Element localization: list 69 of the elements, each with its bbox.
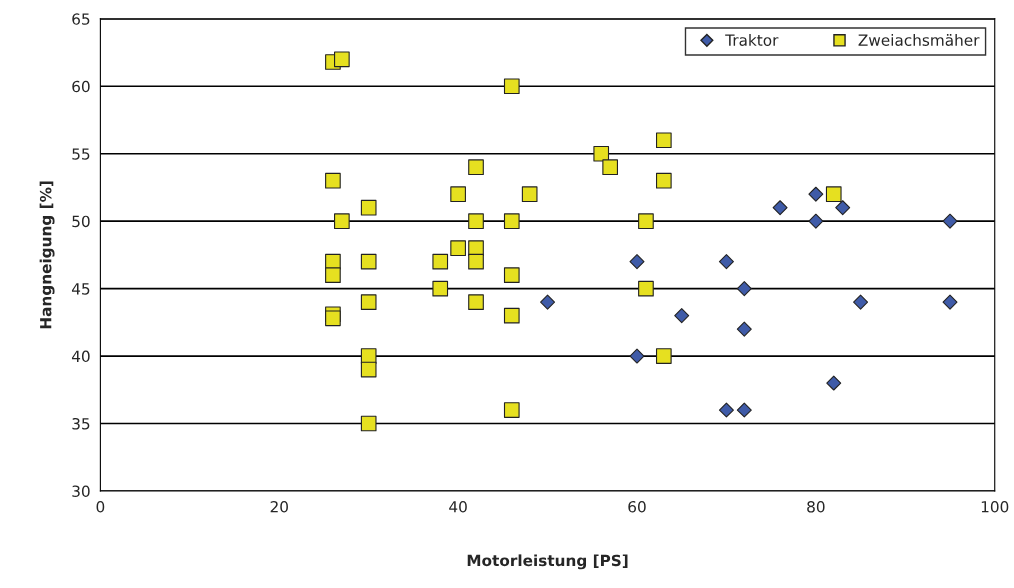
point: [942, 294, 958, 310]
point: [655, 132, 672, 149]
x-tick-label: 40: [449, 500, 467, 513]
y-tick-label: 30: [72, 485, 90, 497]
point: [360, 348, 377, 364]
legend-label: Traktor: [725, 34, 779, 46]
point: [602, 159, 619, 176]
point: [521, 186, 538, 203]
point: [540, 294, 556, 310]
point: [736, 281, 752, 297]
y-tick-label: 45: [71, 283, 90, 295]
y-tick-label: 40: [71, 350, 90, 363]
point: [325, 267, 341, 283]
point: [718, 254, 734, 270]
point: [638, 213, 654, 230]
point: [334, 51, 350, 68]
legend-label: Zweiachsmäher: [858, 34, 980, 46]
point: [638, 280, 654, 297]
y-axis-title: Hangneigung [%]: [39, 181, 55, 329]
point: [629, 348, 645, 364]
point: [736, 402, 752, 418]
point: [655, 348, 672, 364]
point: [360, 253, 377, 270]
x-tick-label: 100: [981, 500, 1009, 513]
point: [468, 159, 484, 176]
point: [835, 200, 851, 216]
point: [629, 254, 645, 270]
x-tick-label: 0: [96, 500, 105, 513]
y-tick-label: 65: [72, 13, 90, 25]
point: [334, 213, 350, 230]
point: [674, 308, 690, 324]
point: [503, 402, 520, 418]
point: [503, 78, 520, 95]
y-tick-label: 35: [72, 417, 90, 430]
point: [825, 186, 842, 203]
point: [718, 402, 734, 418]
y-tick-label: 60: [72, 80, 90, 93]
point: [450, 186, 466, 203]
point: [468, 294, 484, 310]
point: [503, 213, 520, 230]
point: [808, 213, 824, 229]
point: [325, 172, 341, 189]
point: [942, 213, 958, 229]
point: [360, 361, 377, 378]
point: [655, 172, 672, 189]
y-tick-label: 50: [72, 215, 90, 228]
point: [468, 253, 484, 270]
point: [432, 253, 449, 270]
point: [360, 294, 377, 310]
point: [360, 415, 377, 432]
point: [808, 186, 824, 202]
point: [593, 145, 610, 162]
point: [772, 200, 788, 216]
point: [826, 375, 842, 391]
y-tick-label: 55: [72, 148, 90, 160]
point: [503, 307, 520, 324]
point: [853, 294, 869, 310]
point: [325, 310, 341, 327]
x-tick-label: 20: [270, 500, 288, 513]
x-tick-label: 80: [807, 500, 825, 513]
point: [432, 280, 449, 297]
point: [450, 240, 466, 256]
x-tick-label: 60: [628, 500, 646, 513]
point: [468, 240, 484, 256]
point: [360, 199, 377, 216]
point: [468, 213, 484, 230]
x-axis-title: Motorleistung [PS]: [467, 554, 628, 570]
point: [503, 267, 520, 283]
point: [736, 321, 752, 337]
